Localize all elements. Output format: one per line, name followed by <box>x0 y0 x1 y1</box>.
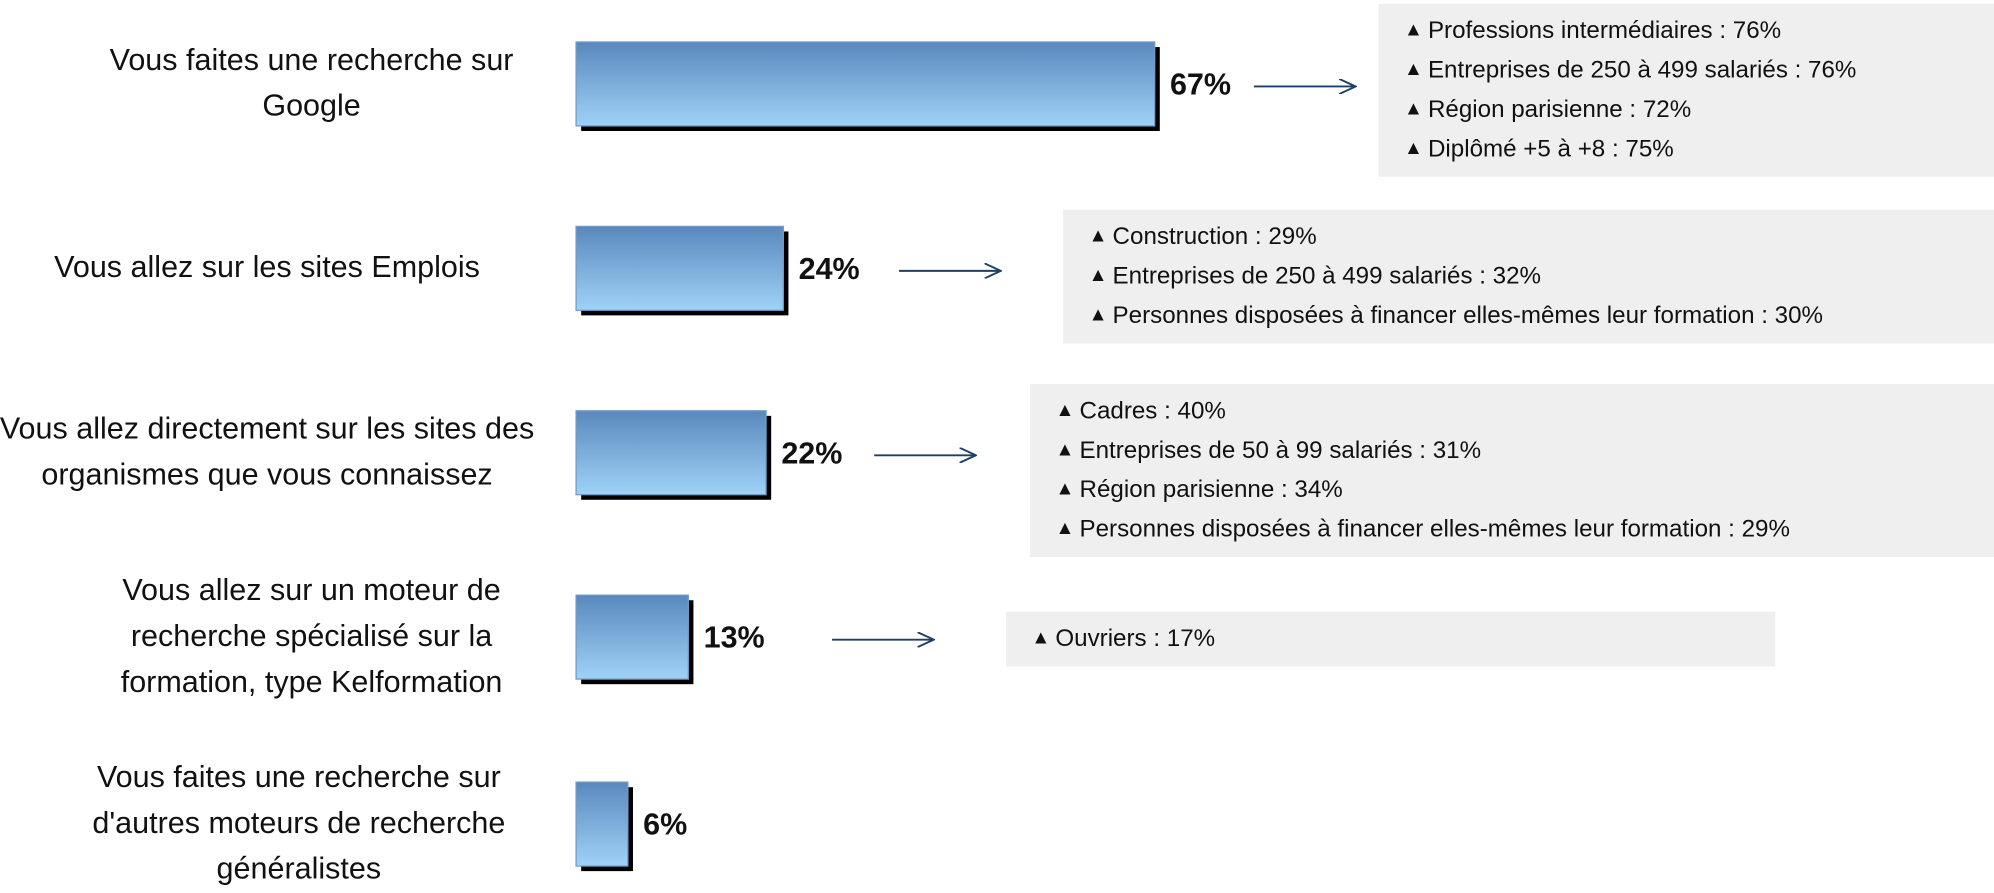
annotation-line: Région parisienne : 72% <box>1404 90 1994 129</box>
annotation-line: Ouvriers : 17% <box>1031 619 1775 658</box>
value-label: 6% <box>643 808 687 842</box>
bar <box>575 41 1156 127</box>
annotation-line: Personnes disposées à financer elles-mêm… <box>1089 296 1994 335</box>
annotation-box: Cadres : 40%Entreprises de 50 à 99 salar… <box>1030 384 1994 558</box>
category-label: Vous faites une recherche sur Google <box>109 43 514 124</box>
value-label: 22% <box>781 436 842 470</box>
bar <box>575 781 629 867</box>
bar <box>575 594 689 680</box>
annotation-line: Région parisienne : 34% <box>1056 471 1994 510</box>
value-label: 24% <box>799 252 860 286</box>
category-label: Vous allez sur les sites Emplois <box>54 250 480 285</box>
value-label: 13% <box>704 621 765 655</box>
annotation-line: Entreprises de 250 à 499 salariés : 32% <box>1089 257 1994 296</box>
annotation-line: Entreprises de 250 à 499 salariés : 76% <box>1404 51 1994 90</box>
annotation-line: Personnes disposées à financer elles-mêm… <box>1056 510 1994 549</box>
annotation-box: Ouvriers : 17% <box>1005 611 1776 667</box>
annotation-box: Construction : 29%Entreprises de 250 à 4… <box>1063 209 1994 344</box>
bar <box>575 225 784 311</box>
annotation-line: Cadres : 40% <box>1056 392 1994 431</box>
annotation-line: Entreprises de 50 à 99 salariés : 31% <box>1056 431 1994 470</box>
annotation-line: Professions intermédiaires : 76% <box>1404 11 1994 50</box>
value-label: 67% <box>1170 68 1231 102</box>
category-label: Vous allez sur un moteur de recherche sp… <box>120 573 503 700</box>
annotation-line: Diplômé +5 à +8 : 75% <box>1404 130 1994 169</box>
annotation-line: Construction : 29% <box>1089 217 1994 256</box>
category-label: Vous faites une recherche sur d'autres m… <box>92 760 506 887</box>
bar <box>575 410 767 496</box>
category-label: Vous allez directement sur les sites des… <box>0 412 535 493</box>
annotation-box: Professions intermédiaires : 76%Entrepri… <box>1378 3 1994 177</box>
